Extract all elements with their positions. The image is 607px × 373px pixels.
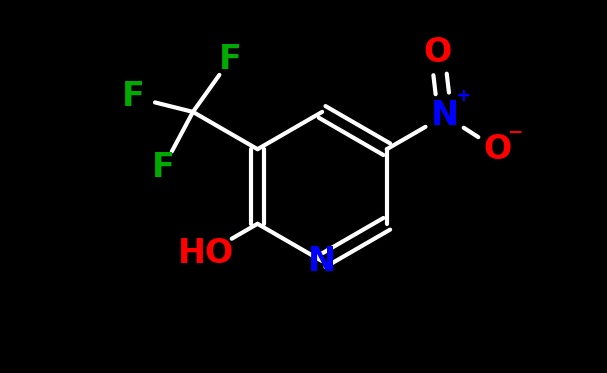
Text: O: O bbox=[483, 133, 511, 166]
Text: +: + bbox=[456, 87, 472, 105]
Text: −: − bbox=[508, 124, 524, 142]
Text: HO: HO bbox=[178, 237, 234, 270]
Text: F: F bbox=[122, 81, 144, 113]
Text: O: O bbox=[423, 36, 452, 69]
Text: F: F bbox=[152, 151, 175, 184]
Text: N: N bbox=[431, 99, 459, 132]
Text: N: N bbox=[308, 245, 336, 278]
Text: F: F bbox=[219, 43, 242, 76]
